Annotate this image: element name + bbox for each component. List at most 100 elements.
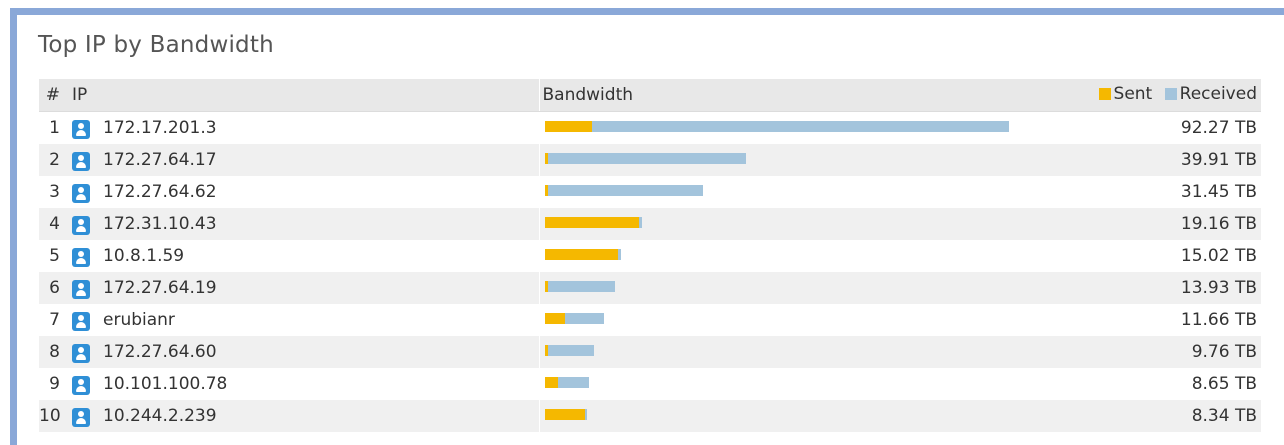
bandwidth-bar[interactable] <box>544 248 621 260</box>
bandwidth-bar[interactable] <box>544 216 642 228</box>
bar-segment-sent <box>544 376 558 388</box>
bandwidth-bar[interactable] <box>544 376 589 388</box>
row-ip-cell: 10.8.1.59 <box>66 239 539 272</box>
row-rank: 3 <box>39 175 66 208</box>
ip-address-link[interactable]: 10.101.100.78 <box>103 373 228 394</box>
row-rank: 1 <box>39 111 66 144</box>
row-total-bandwidth: 13.93 TB <box>1074 271 1261 304</box>
bar-area <box>540 240 1074 272</box>
bandwidth-bar[interactable] <box>544 408 587 420</box>
ip-address-link[interactable]: 172.31.10.43 <box>103 213 217 234</box>
row-ip-cell: 172.27.64.19 <box>66 271 539 304</box>
row-ip-cell: 172.27.64.60 <box>66 335 539 368</box>
column-header-bandwidth[interactable]: Bandwidth <box>538 79 1074 112</box>
row-rank: 4 <box>39 207 66 240</box>
bar-segment-received <box>557 376 589 388</box>
bar-segment-received <box>547 184 703 196</box>
row-total-bandwidth: 11.66 TB <box>1074 303 1261 336</box>
row-total-bandwidth: 92.27 TB <box>1074 111 1261 144</box>
row-rank: 10 <box>39 399 66 432</box>
bandwidth-bar[interactable] <box>544 344 594 356</box>
legend-label-sent: Sent <box>1113 84 1153 105</box>
bar-segment-received <box>591 120 1009 132</box>
bandwidth-bar[interactable] <box>544 120 1009 132</box>
row-bandwidth-bar-cell <box>538 335 1074 368</box>
row-ip-cell: 172.27.64.62 <box>66 175 539 208</box>
ip-address-link[interactable]: 172.17.201.3 <box>103 117 217 138</box>
bar-segment-received <box>638 216 642 228</box>
user-icon <box>72 248 90 267</box>
legend-swatch-sent <box>1098 88 1111 101</box>
ip-wrap: 172.27.64.17 <box>72 149 539 171</box>
bar-area <box>540 336 1074 368</box>
bandwidth-bar[interactable] <box>544 184 703 196</box>
user-icon <box>72 280 90 299</box>
table-row[interactable]: 5 10.8.1.59 15.02 TB <box>39 239 1261 272</box>
row-total-bandwidth: 19.16 TB <box>1074 207 1261 240</box>
row-total-bandwidth: 9.76 TB <box>1074 335 1261 368</box>
user-icon <box>72 376 90 395</box>
ip-address-link[interactable]: 172.27.64.62 <box>103 181 217 202</box>
table-row[interactable]: 9 10.101.100.78 8.65 TB <box>39 367 1261 400</box>
user-icon <box>72 152 90 171</box>
table-row[interactable]: 10 10.244.2.239 8.34 TB <box>39 399 1261 432</box>
legend: Sent Received <box>1074 79 1261 112</box>
bar-segment-sent <box>544 216 639 228</box>
column-header-ip[interactable]: IP <box>66 79 539 112</box>
row-ip-cell: erubianr <box>66 303 539 336</box>
row-bandwidth-bar-cell <box>538 239 1074 272</box>
bar-segment-sent <box>544 408 585 420</box>
ip-address-link[interactable]: 172.27.64.60 <box>103 341 217 362</box>
user-icon <box>72 312 90 331</box>
bandwidth-bar[interactable] <box>544 280 615 292</box>
table-row[interactable]: 1 172.17.201.3 92.27 TB <box>39 111 1261 144</box>
bandwidth-bar[interactable] <box>544 152 746 164</box>
bar-area <box>540 208 1074 240</box>
row-bandwidth-bar-cell <box>538 303 1074 336</box>
ip-address-link[interactable]: 10.8.1.59 <box>103 245 185 266</box>
table-row[interactable]: 8 172.27.64.60 9.76 TB <box>39 335 1261 368</box>
bar-area <box>540 304 1074 336</box>
row-ip-cell: 172.27.64.17 <box>66 143 539 176</box>
bandwidth-table: # IP Bandwidth Sent Received 1 172.17.201… <box>39 79 1261 432</box>
legend-swatch-received <box>1164 88 1177 101</box>
ip-wrap: 10.101.100.78 <box>72 373 539 395</box>
ip-wrap: erubianr <box>72 309 539 331</box>
ip-wrap: 10.8.1.59 <box>72 245 539 267</box>
ip-wrap: 172.31.10.43 <box>72 213 539 235</box>
bar-segment-sent <box>544 312 565 324</box>
bar-segment-sent <box>544 248 618 260</box>
table-row[interactable]: 2 172.27.64.17 39.91 TB <box>39 143 1261 176</box>
bar-segment-received <box>617 248 621 260</box>
table-row[interactable]: 4 172.31.10.43 19.16 TB <box>39 207 1261 240</box>
row-total-bandwidth: 8.65 TB <box>1074 367 1261 400</box>
bar-segment-sent <box>544 184 548 196</box>
ip-address-link[interactable]: 172.27.64.19 <box>103 277 217 298</box>
table-body: 1 172.17.201.3 92.27 TB 2 172.27.64.17 39.91 … <box>39 111 1261 432</box>
bar-segment-sent <box>544 280 548 292</box>
legend-item-received: Received <box>1164 84 1257 104</box>
row-bandwidth-bar-cell <box>538 175 1074 208</box>
row-ip-cell: 172.31.10.43 <box>66 207 539 240</box>
bar-segment-received <box>547 152 746 164</box>
ip-address-link[interactable]: 172.27.64.17 <box>103 149 217 170</box>
row-rank: 9 <box>39 367 66 400</box>
bar-segment-sent <box>544 152 548 164</box>
bandwidth-bar[interactable] <box>544 312 604 324</box>
row-bandwidth-bar-cell <box>538 271 1074 304</box>
ip-address-link[interactable]: 10.244.2.239 <box>103 405 217 426</box>
ip-wrap: 172.27.64.19 <box>72 277 539 299</box>
row-ip-cell: 172.17.201.3 <box>66 111 539 144</box>
column-header-rank[interactable]: # <box>39 79 66 112</box>
legend-item-sent: Sent <box>1098 84 1153 105</box>
widget-title: Top IP by Bandwidth <box>38 32 274 58</box>
bar-area <box>540 272 1074 304</box>
bar-area <box>540 176 1074 208</box>
table-row[interactable]: 7 erubianr 11.66 TB <box>39 303 1261 336</box>
bar-segment-sent <box>544 120 592 132</box>
user-icon <box>72 120 90 139</box>
ip-address-link[interactable]: erubianr <box>103 309 175 330</box>
table-row[interactable]: 6 172.27.64.19 13.93 TB <box>39 271 1261 304</box>
bar-segment-received <box>547 280 615 292</box>
table-row[interactable]: 3 172.27.64.62 31.45 TB <box>39 175 1261 208</box>
